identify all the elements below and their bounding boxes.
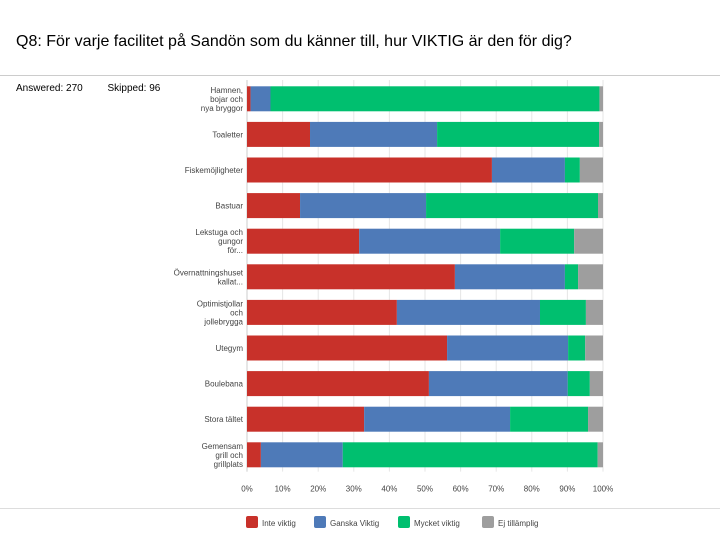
bar-segment (491, 157, 565, 183)
bar-segment (428, 371, 568, 397)
x-tick-label: 40% (381, 485, 397, 494)
bar-segment (247, 193, 301, 219)
bar-segment (247, 121, 311, 147)
bar-segment (250, 86, 271, 112)
bar-segment (437, 121, 600, 147)
bar-segment (247, 442, 261, 468)
question-title: Q8: För varje facilitet på Sandön som du… (16, 33, 572, 50)
bar-segment (539, 299, 586, 325)
legend-swatch (246, 516, 258, 528)
bar-segment (598, 193, 603, 219)
divider (0, 508, 720, 509)
bar-segment (247, 86, 251, 112)
bar-segment (510, 406, 589, 432)
bar-segment (454, 264, 565, 290)
category-label: Fiskemöjligheter (185, 166, 244, 175)
legend-swatch (482, 516, 494, 528)
x-tick-label: 50% (417, 485, 433, 494)
category-label: Övernattningshuset kallat... (174, 268, 244, 286)
bar-segment (342, 442, 598, 468)
bar-segment (578, 264, 603, 290)
bar-segment (564, 264, 579, 290)
bar-segment (500, 228, 575, 254)
bar-segment (260, 442, 343, 468)
legend-label: Ganska Viktig (330, 519, 379, 528)
bar-segment (574, 228, 603, 254)
x-tick-label: 70% (488, 485, 504, 494)
bar-segment (247, 299, 397, 325)
legend-swatch (398, 516, 410, 528)
legend-label: Ej tillämplig (498, 519, 538, 528)
legend-label: Inte viktig (262, 519, 296, 528)
category-label: Gemensam grill och grillplats (202, 442, 244, 469)
bar-segment (359, 228, 501, 254)
bar-segment (585, 335, 603, 361)
bar-segment (247, 335, 448, 361)
x-tick-label: 90% (559, 485, 575, 494)
answered-count: Answered: 270 (16, 83, 83, 94)
bar-segment (599, 121, 603, 147)
bar-segment (589, 371, 603, 397)
category-label: Toaletter (212, 130, 243, 139)
bar-segment (270, 86, 600, 112)
x-tick-label: 60% (453, 485, 469, 494)
bar-segment (364, 406, 511, 432)
category-label: Lekstuga och gungor för... (195, 228, 243, 255)
bar-segment (310, 121, 438, 147)
legend-swatch (314, 516, 326, 528)
bar-segment (588, 406, 603, 432)
bar-segment (585, 299, 603, 325)
bar-segment (396, 299, 540, 325)
bar-segment (247, 157, 492, 183)
bar-segment (579, 157, 603, 183)
bar-segment (300, 193, 427, 219)
skipped-count: Skipped: 96 (107, 83, 161, 94)
bar-segment (568, 335, 586, 361)
bar-segment (599, 86, 603, 112)
category-label: Utegym (215, 344, 243, 353)
bar-segment (597, 442, 603, 468)
x-tick-label: 100% (593, 485, 613, 494)
bar-segment (247, 371, 429, 397)
x-tick-label: 20% (310, 485, 326, 494)
x-tick-label: 0% (241, 485, 253, 494)
category-label: Stora tältet (204, 415, 243, 424)
bar-segment (564, 157, 580, 183)
category-label: Optimistjollar och jollebrygga (197, 299, 244, 326)
response-stats: Answered: 270 Skipped: 96 (16, 83, 182, 94)
bar-segment (247, 264, 455, 290)
bar-segment (567, 371, 590, 397)
bar-segment (247, 406, 365, 432)
category-label: Boulebana (205, 380, 244, 389)
divider (0, 75, 720, 76)
bar-segment (426, 193, 599, 219)
x-tick-label: 10% (275, 485, 291, 494)
category-label: Hamnen, bojar och nya bryggor (201, 86, 244, 113)
bar-segment (447, 335, 569, 361)
x-tick-label: 30% (346, 485, 362, 494)
x-tick-label: 80% (524, 485, 540, 494)
category-label: Bastuar (215, 202, 243, 211)
bar-segment (247, 228, 360, 254)
legend-label: Mycket viktig (414, 519, 460, 528)
